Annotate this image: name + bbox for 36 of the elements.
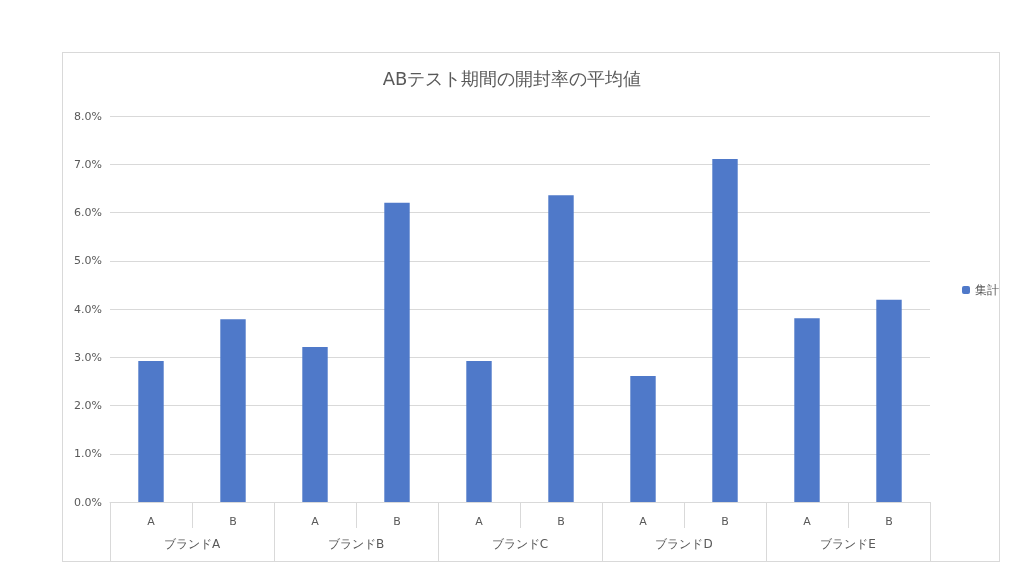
bar <box>302 347 328 502</box>
bar <box>548 195 574 502</box>
legend-label: 集計 <box>975 283 999 297</box>
text: ブランドC <box>491 537 549 551</box>
x-tick-label: A <box>147 515 156 528</box>
x-tick-label: B <box>721 515 729 528</box>
text: ブランドB <box>327 537 385 551</box>
x-tick-label: A <box>475 515 484 528</box>
y-tick-label: 3.0% <box>74 350 102 364</box>
bar <box>138 361 164 502</box>
y-tick-label: 5.0% <box>74 254 102 268</box>
y-tick-label: 6.0% <box>74 206 102 219</box>
bar <box>630 376 656 502</box>
y-tick-label: 2.0% <box>74 399 102 412</box>
y-tick-label: 1.0% <box>74 447 102 461</box>
y-tick-label: 4.0% <box>74 302 102 316</box>
y-tick-label: 7.0% <box>74 157 102 171</box>
bar <box>712 158 738 502</box>
bar <box>876 299 902 502</box>
chart-title: ABテスト期間の開封率の平均値 <box>382 67 642 89</box>
bar <box>384 202 410 502</box>
bar <box>794 318 820 502</box>
x-tick-label: B <box>885 515 893 528</box>
x-tick-label: B <box>393 515 401 528</box>
y-tick-label: 8.0% <box>74 109 102 123</box>
y-tick-label: 0.0% <box>74 495 102 509</box>
x-tick-label: A <box>639 515 648 528</box>
text: ブランドA <box>163 537 221 551</box>
bar <box>466 361 492 502</box>
x-tick-label: A <box>803 515 812 528</box>
x-tick-label: B <box>229 515 237 528</box>
bar <box>220 319 246 502</box>
x-tick-label: A <box>311 515 320 528</box>
text: ブランドD <box>655 537 713 551</box>
x-tick-label: B <box>557 515 565 528</box>
text: ブランドE <box>820 537 876 551</box>
